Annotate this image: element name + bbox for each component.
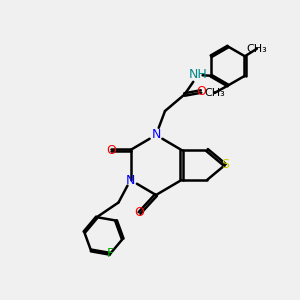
Text: N: N <box>126 173 135 187</box>
Text: NH: NH <box>189 68 207 82</box>
Text: O: O <box>196 85 206 98</box>
Text: N: N <box>151 128 161 142</box>
Text: S: S <box>221 158 229 172</box>
Text: CH₃: CH₃ <box>247 44 267 54</box>
Text: CH₃: CH₃ <box>204 88 225 98</box>
Text: O: O <box>106 143 116 157</box>
Text: F: F <box>106 247 114 260</box>
Text: O: O <box>135 206 144 220</box>
